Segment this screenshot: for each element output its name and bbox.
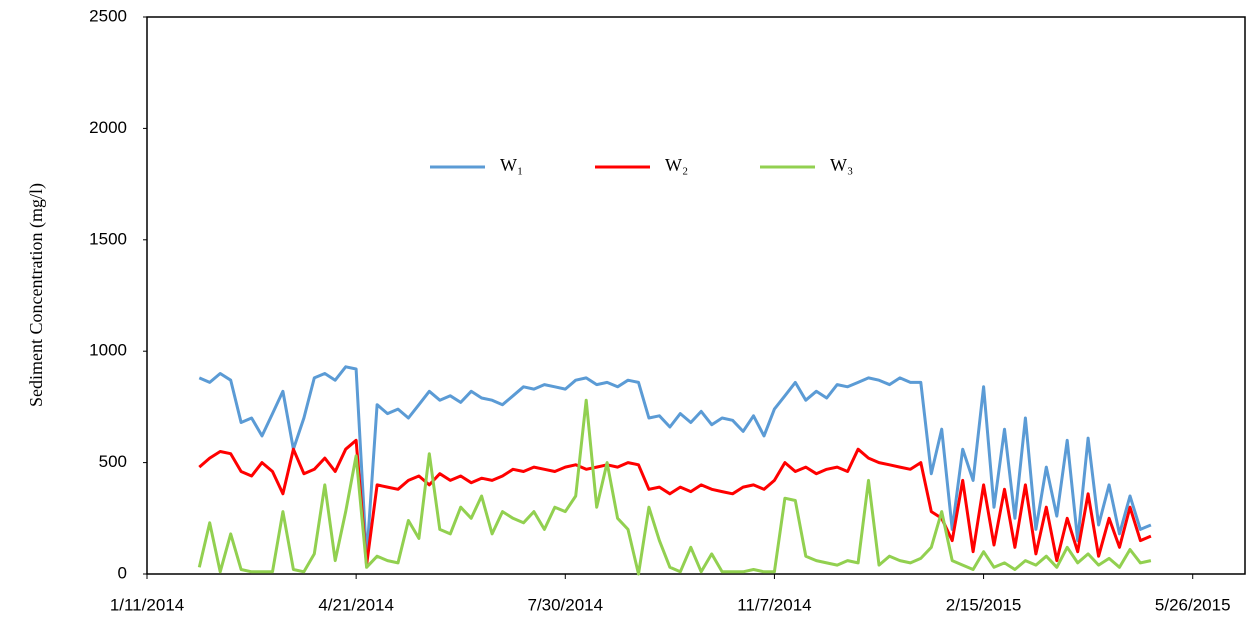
y-tick-label: 2500 — [89, 6, 127, 25]
y-tick-label: 2000 — [89, 118, 127, 137]
plot-frame — [146, 16, 1246, 575]
y-axis-label: Sediment Concentration (mg/l) — [26, 183, 47, 407]
x-tick-label: 7/30/2014 — [527, 595, 603, 614]
line-series — [198, 365, 1152, 560]
x-tick-label: 5/26/2015 — [1155, 595, 1231, 614]
x-tick-label: 4/21/2014 — [318, 595, 394, 614]
legend-label: W₂ — [665, 155, 688, 175]
x-tick-label: 11/7/2014 — [737, 595, 811, 614]
y-tick-label: 1000 — [89, 341, 127, 360]
y-tick-label: 500 — [99, 452, 127, 471]
y-tick-label: 0 — [118, 563, 127, 582]
y-tick-label: 1500 — [89, 229, 127, 248]
line-series — [197, 398, 1152, 576]
x-tick-label: 1/11/2014 — [110, 595, 184, 614]
legend-label: W₃ — [830, 155, 853, 175]
legend-label: W₁ — [500, 155, 523, 175]
x-tick-label: 2/15/2015 — [946, 595, 1022, 614]
